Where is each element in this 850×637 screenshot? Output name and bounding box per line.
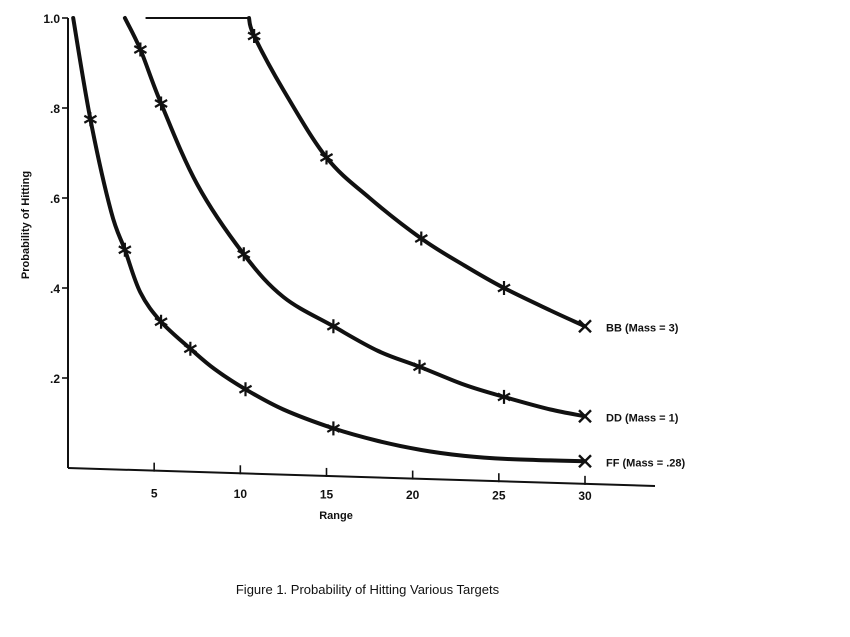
y-tick-label: .6 — [50, 192, 60, 206]
x-axis-label: Range — [319, 510, 353, 522]
star-marker — [133, 42, 147, 57]
axes — [67, 18, 656, 487]
star-marker — [497, 389, 511, 404]
y-tick-label: 1.0 — [43, 12, 60, 26]
end-x-marker — [578, 454, 592, 469]
star-marker — [237, 247, 251, 262]
series-bb: BB (Mass = 3) — [145, 16, 679, 334]
series-ff: FF (Mass = .28) — [71, 16, 686, 469]
series-line — [71, 16, 587, 464]
y-tick-label: .8 — [50, 102, 60, 116]
y-tick-label: .2 — [50, 372, 60, 386]
star-marker — [319, 150, 334, 165]
star-marker — [154, 314, 168, 329]
star-marker — [326, 421, 341, 436]
x-tick-label: 10 — [234, 487, 248, 501]
star-marker — [247, 29, 261, 43]
star-marker — [326, 319, 341, 334]
star-marker — [154, 96, 168, 111]
star-marker — [412, 359, 427, 374]
series-dd: DD (Mass = 1) — [122, 16, 679, 424]
series-line — [122, 16, 587, 419]
x-tick-label: 5 — [151, 487, 158, 501]
star-marker — [497, 281, 511, 295]
y-axis-label: Probability of Hitting — [20, 171, 32, 279]
ticks: 5 10 15 20 25 30 .2 .4 .6 .8 1.0 — [43, 12, 592, 503]
x-tick-label: 20 — [406, 488, 420, 502]
series-line — [247, 16, 587, 329]
end-x-marker — [578, 319, 592, 334]
y-tick-label: .4 — [50, 282, 60, 296]
star-marker — [414, 231, 428, 246]
x-tick-label: 30 — [578, 489, 592, 503]
figure-caption: Figure 1. Probability of Hitting Various… — [235, 582, 500, 597]
x-tick-label: 25 — [492, 489, 506, 503]
star-marker — [238, 382, 253, 397]
x-axis-line — [67, 467, 656, 487]
end-x-marker — [578, 409, 592, 424]
x-tick-label: 15 — [320, 488, 334, 502]
star-marker — [183, 341, 197, 356]
star-marker — [118, 242, 132, 257]
star-marker — [83, 112, 98, 127]
series-label-dd: DD (Mass = 1) — [606, 412, 679, 424]
series-group: BB (Mass = 3) DD (Mass = 1) FF (Mass = .28… — [71, 16, 686, 469]
series-label-ff: FF (Mass = .28) — [606, 457, 686, 469]
series-label-bb: BB (Mass = 3) — [606, 322, 679, 334]
